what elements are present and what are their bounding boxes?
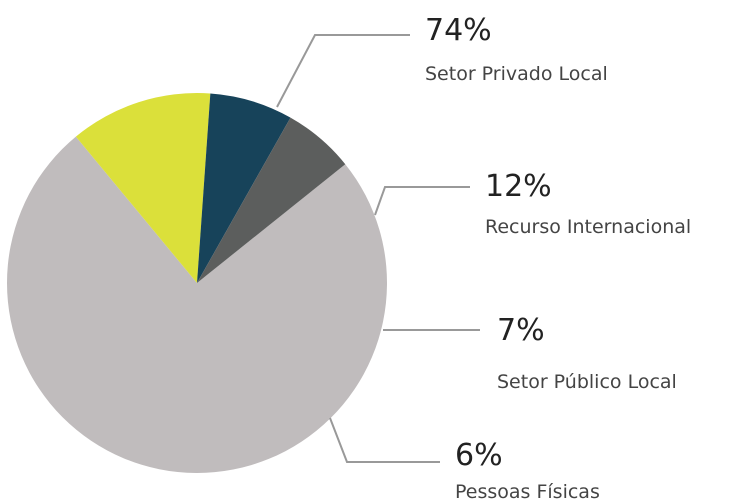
leader-line	[276, 34, 410, 108]
pie-slice	[197, 93, 291, 283]
category-label: Setor Privado Local	[425, 63, 608, 85]
pie-slice	[6, 136, 388, 474]
category-label: Recurso Internacional	[485, 216, 691, 238]
value-label: 6%	[455, 438, 503, 473]
pie-slice	[75, 93, 211, 283]
value-label: 7%	[497, 313, 545, 348]
pie-slice	[197, 117, 346, 283]
value-label: 12%	[485, 169, 552, 204]
category-label: Pessoas Físicas	[455, 481, 600, 502]
value-label: 74%	[425, 13, 492, 48]
leader-line	[374, 186, 470, 216]
category-label: Setor Público Local	[497, 371, 677, 393]
leader-line	[329, 417, 440, 463]
